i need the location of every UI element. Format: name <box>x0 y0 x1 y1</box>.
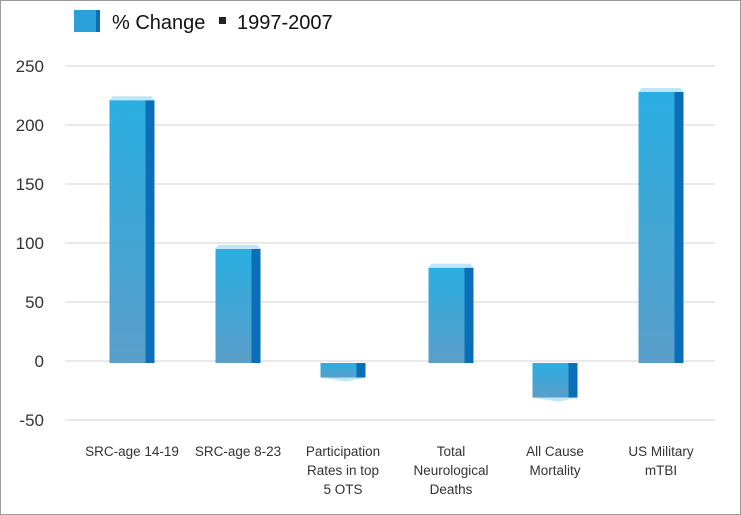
y-tick-label: -50 <box>19 411 44 430</box>
y-tick-label: 100 <box>16 234 44 253</box>
bar <box>428 263 474 363</box>
x-category-label: Participation <box>306 444 380 459</box>
x-category-label: Mortality <box>529 463 580 478</box>
bar-cap <box>320 377 366 382</box>
bar-front <box>638 91 675 364</box>
legend-swatch <box>74 10 96 32</box>
bar <box>532 363 578 402</box>
x-category-label: All Cause <box>526 444 584 459</box>
bar <box>109 96 155 363</box>
gridlines <box>65 65 715 421</box>
bar-cap <box>428 263 474 268</box>
bars <box>109 87 684 402</box>
bar-front <box>320 363 357 378</box>
bar-cap <box>638 87 684 92</box>
x-category-label: Rates in top <box>307 463 379 478</box>
x-category-label: SRC-age 8-23 <box>195 444 281 459</box>
bar-side <box>568 363 578 398</box>
bar-side <box>464 267 474 363</box>
legend-period-label: 1997-2007 <box>237 12 333 34</box>
bar <box>638 87 684 364</box>
bar-side <box>251 248 261 363</box>
y-axis: -50 0 50 100 150 200 250 <box>16 57 44 430</box>
x-category-label: Neurological <box>413 463 488 478</box>
bar-side <box>145 100 155 363</box>
bar-side <box>674 91 684 364</box>
bar-cap <box>215 244 261 249</box>
bar-cap <box>532 397 578 402</box>
y-tick-label: 200 <box>16 116 44 135</box>
legend: % Change 1997-2007 <box>74 10 333 34</box>
x-axis: SRC-age 14-19 SRC-age 8-23 Participation Ra… <box>85 444 694 497</box>
bar <box>320 363 366 382</box>
y-tick-label: 50 <box>25 293 44 312</box>
bar-front <box>215 248 252 363</box>
legend-bullet <box>219 17 226 24</box>
bar-side <box>356 363 366 378</box>
y-tick-label: 0 <box>35 352 44 371</box>
bar <box>215 244 261 363</box>
legend-swatch-side <box>96 10 100 32</box>
x-category-label: 5 OTS <box>323 482 362 497</box>
bar-front <box>428 267 465 363</box>
y-tick-label: 150 <box>16 175 44 194</box>
x-category-label: Total <box>437 444 466 459</box>
x-category-label: US Military <box>628 444 694 459</box>
legend-series-label: % Change <box>112 12 205 34</box>
x-category-label: mTBI <box>645 463 677 478</box>
x-category-label: Deaths <box>430 482 473 497</box>
y-tick-label: 250 <box>16 57 44 76</box>
x-category-label: SRC-age 14-19 <box>85 444 179 459</box>
bar-cap <box>109 96 155 101</box>
bar-front <box>532 363 569 398</box>
bar-front <box>109 100 146 363</box>
